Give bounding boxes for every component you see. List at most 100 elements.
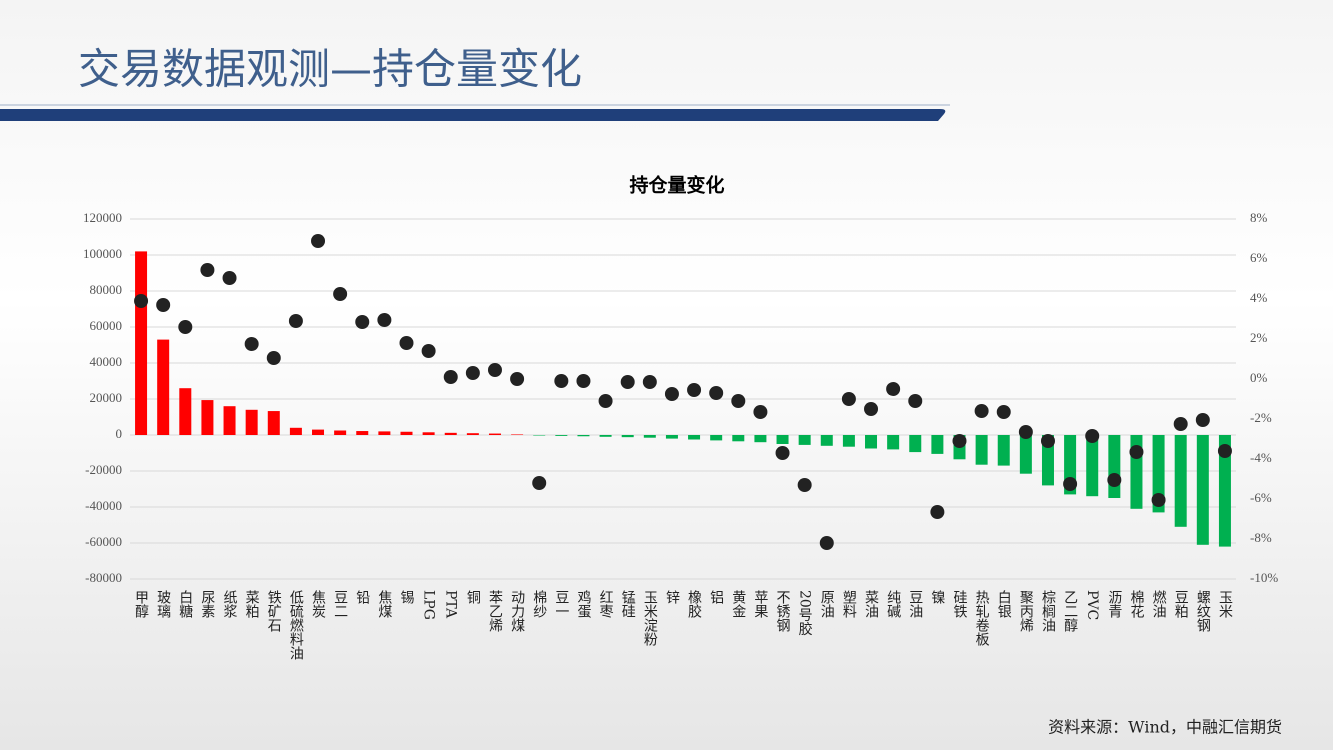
dot (1217, 444, 1232, 458)
x-tick-label: 豆一 (553, 590, 569, 618)
dot (620, 375, 635, 389)
bar (931, 435, 944, 454)
bar (997, 435, 1010, 466)
x-tick-label: 镍 (929, 590, 945, 604)
x-tick-label: PTA (443, 590, 459, 619)
bar (842, 435, 855, 447)
x-tick-label: 锰硅 (620, 590, 636, 618)
dot (156, 298, 171, 312)
dot (797, 478, 812, 492)
x-tick-label: 棉纱 (531, 589, 547, 618)
dot (443, 370, 458, 384)
bar (201, 400, 214, 435)
x-tick-label: 铁矿石 (266, 590, 282, 632)
chart-title: 持仓量变化 (629, 174, 724, 197)
x-tick-label: 豆油 (907, 590, 923, 618)
y-tick-label: 100000 (83, 246, 122, 261)
bar (179, 388, 192, 435)
dot (996, 405, 1011, 419)
bar (865, 435, 878, 449)
y2-tick-label: 2% (1250, 330, 1268, 345)
y2-tick-label: 0% (1250, 370, 1268, 385)
y-tick-label: -60000 (85, 534, 122, 549)
dot (355, 315, 370, 329)
y-tick-label: -80000 (85, 570, 122, 585)
x-tick-label: 棉花 (1128, 589, 1144, 619)
bar (135, 251, 148, 435)
bar (754, 435, 767, 443)
bar (577, 435, 590, 437)
x-tick-label: 豆二 (332, 590, 348, 618)
x-tick-label: 白糖 (177, 590, 193, 618)
x-tick-label: 铅 (354, 590, 370, 604)
bar (1108, 435, 1121, 498)
y2-tick-label: -6% (1250, 490, 1272, 505)
x-tick-label: PVC (1084, 590, 1100, 620)
dot (664, 387, 679, 401)
x-tick-label: 鸡蛋 (575, 589, 591, 619)
bar (400, 431, 413, 435)
x-tick-label: 尿素 (199, 590, 215, 618)
y2-tick-label: -10% (1250, 570, 1278, 585)
x-tick-label: 苯乙烯 (487, 589, 503, 632)
bar (378, 431, 391, 435)
bar (643, 435, 656, 438)
x-tick-label: 黄金 (730, 589, 746, 618)
x-tick-label: 豆粕 (1173, 590, 1189, 618)
bar (1218, 435, 1231, 547)
bar (1019, 435, 1032, 474)
bar (621, 435, 634, 438)
x-tick-label: 沥青 (1106, 590, 1122, 618)
dot (266, 351, 281, 365)
dot (487, 363, 502, 377)
bar (488, 433, 501, 435)
x-tick-label: 纸浆 (222, 590, 238, 618)
bar (1041, 435, 1054, 486)
dot (576, 374, 591, 388)
y2-tick-label: 6% (1250, 250, 1268, 265)
x-tick-label: 铜 (465, 590, 481, 605)
dot (753, 405, 768, 419)
dot (377, 313, 392, 327)
dot (1085, 429, 1100, 443)
x-tick-label: 低硫燃料油 (288, 590, 304, 660)
y-tick-label: -40000 (85, 498, 122, 513)
x-tick-label: 硅铁 (952, 590, 968, 618)
y2-tick-label: 8% (1250, 210, 1268, 225)
source-note: 资料来源：Wind，中融汇信期货 (1048, 718, 1282, 737)
dot (908, 394, 923, 408)
dot (952, 434, 967, 448)
dot (222, 271, 237, 285)
bar (798, 435, 811, 445)
x-tick-label: 铝 (708, 590, 724, 604)
bar (356, 431, 369, 435)
x-tick-label: 原油 (819, 590, 835, 618)
bar (245, 409, 258, 435)
x-tick-label: 棕榈油 (1040, 590, 1056, 632)
x-tick-label: 锡 (399, 590, 415, 604)
dot (1018, 425, 1033, 439)
dot (554, 374, 569, 388)
dot (1129, 445, 1144, 459)
x-tick-label: 20号胶 (797, 590, 813, 637)
y-tick-label: 80000 (90, 282, 123, 297)
bar (975, 435, 988, 465)
dot (333, 287, 348, 301)
bar (776, 435, 789, 444)
x-tick-label: 热轧卷板 (974, 590, 990, 646)
y2-tick-label: -4% (1250, 450, 1272, 465)
dot (399, 336, 414, 350)
bar (1152, 435, 1165, 513)
x-tick-label: 焦煤 (376, 590, 392, 618)
dot (819, 536, 834, 550)
x-tick-label: 苹果 (752, 590, 768, 618)
x-tick-label: 菜油 (863, 590, 879, 618)
dot (598, 394, 613, 408)
dot (1063, 477, 1078, 491)
bar (533, 435, 546, 436)
bar (422, 432, 435, 435)
x-tick-label: 燃油 (1151, 589, 1167, 618)
y2-tick-label: -2% (1250, 410, 1272, 425)
y-tick-label: 120000 (83, 210, 122, 225)
